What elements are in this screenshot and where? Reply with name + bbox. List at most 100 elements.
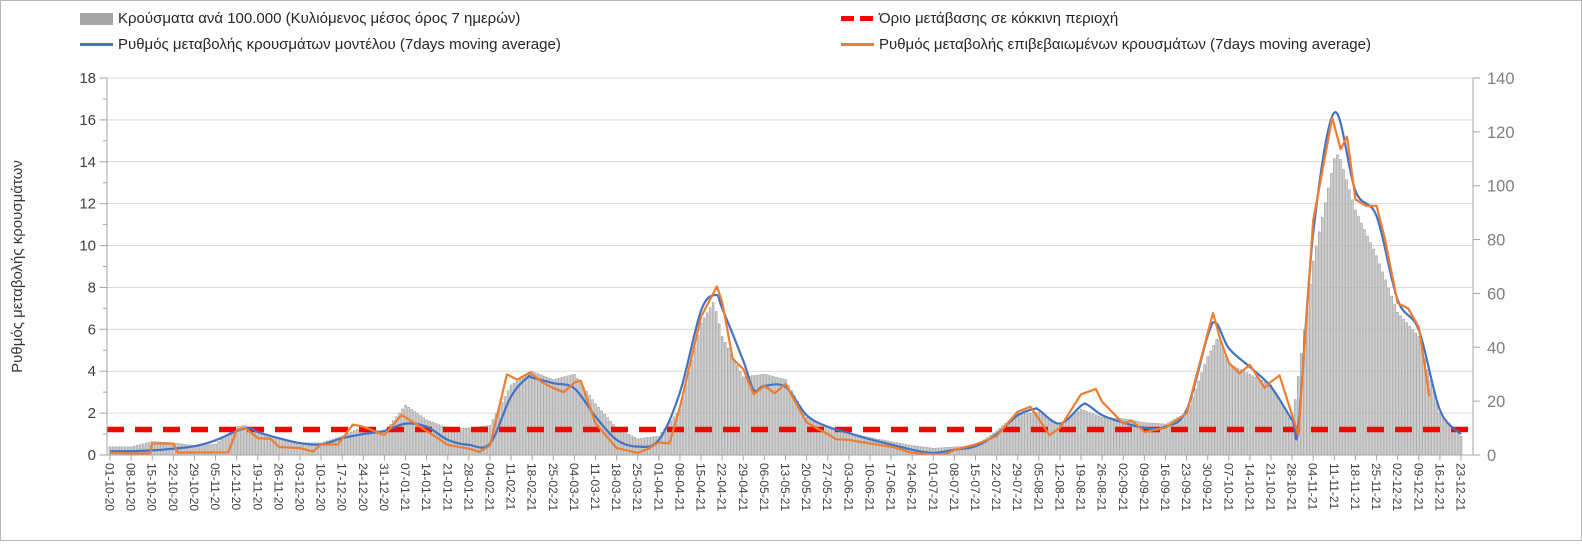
daily-bar bbox=[1263, 381, 1267, 456]
daily-bar bbox=[1284, 411, 1288, 456]
daily-bar bbox=[775, 377, 778, 456]
daily-bar bbox=[1113, 417, 1116, 456]
daily-bar bbox=[1399, 315, 1402, 456]
x-tick-label: 01-04-21 bbox=[651, 463, 665, 511]
legend-label-confirmed-rate: Ρυθμός μεταβολής επιβεβαιωμένων κρουσμάτ… bbox=[879, 36, 1371, 53]
daily-bar bbox=[1318, 231, 1321, 456]
daily-bar bbox=[1185, 412, 1188, 456]
x-tick-label: 04-02-21 bbox=[482, 463, 496, 511]
daily-bar bbox=[537, 373, 540, 456]
x-tick-label: 18-11-21 bbox=[1348, 463, 1362, 510]
x-tick-label: 07-10-21 bbox=[1221, 463, 1235, 511]
daily-bar bbox=[1390, 295, 1393, 456]
daily-bar bbox=[974, 446, 977, 456]
daily-bar bbox=[826, 426, 829, 456]
y-right-tick-label: 80 bbox=[1487, 232, 1505, 250]
x-tick-label: 26-11-20 bbox=[271, 463, 285, 510]
daily-bar bbox=[1375, 255, 1378, 456]
daily-bar bbox=[356, 429, 359, 456]
x-tick-label: 29-04-21 bbox=[736, 463, 750, 511]
x-tick-label: 11-02-21 bbox=[504, 463, 518, 510]
daily-bar bbox=[515, 380, 519, 456]
y-left-tick-label: 6 bbox=[88, 321, 96, 338]
daily-bar bbox=[859, 435, 863, 456]
daily-bar bbox=[353, 430, 356, 456]
daily-bar bbox=[1239, 369, 1243, 456]
daily-bar bbox=[540, 374, 543, 456]
daily-bar bbox=[714, 311, 718, 456]
x-tick-label: 24-06-21 bbox=[905, 463, 919, 511]
daily-bar bbox=[1351, 199, 1354, 456]
daily-bar bbox=[1022, 412, 1025, 456]
daily-bar bbox=[784, 379, 787, 456]
legend-item-model-rate[interactable]: Ρυθμός μεταβολής κρουσμάτων μοντέλου (7d… bbox=[80, 36, 561, 53]
x-tick-label: 03-06-21 bbox=[841, 463, 855, 511]
x-tick-label: 10-06-21 bbox=[862, 463, 876, 511]
daily-bar bbox=[730, 353, 733, 456]
x-tick-label: 22-10-20 bbox=[166, 463, 180, 511]
daily-bar bbox=[561, 377, 564, 456]
legend-label-threshold: Όριο μετάβασης σε κόκκινη περιοχή bbox=[879, 10, 1119, 27]
daily-bar bbox=[1109, 417, 1113, 456]
daily-bar bbox=[781, 378, 784, 456]
daily-bar bbox=[1254, 377, 1258, 456]
daily-bar bbox=[262, 433, 266, 456]
y-left-tick-label: 2 bbox=[88, 405, 96, 422]
daily-bar bbox=[1272, 390, 1276, 456]
x-tick-label: 01-07-21 bbox=[926, 463, 940, 511]
daily-bar bbox=[199, 444, 202, 456]
daily-bar bbox=[835, 429, 838, 456]
daily-bar bbox=[754, 375, 757, 456]
daily-bar bbox=[419, 415, 422, 456]
x-tick-label: 11-11-21 bbox=[1327, 463, 1341, 510]
x-tick-label: 04-11-21 bbox=[1306, 463, 1320, 510]
daily-bar bbox=[1106, 417, 1110, 456]
daily-bar bbox=[413, 411, 416, 456]
orange-line-icon bbox=[841, 43, 874, 46]
daily-bar bbox=[1040, 414, 1044, 456]
x-tick-label: 17-06-21 bbox=[884, 463, 898, 511]
daily-bar bbox=[609, 420, 612, 456]
y-left-tick-label: 18 bbox=[79, 70, 96, 87]
daily-bar bbox=[829, 427, 832, 456]
legend-item-threshold[interactable]: Όριο μετάβασης σε κόκκινη περιοχή bbox=[841, 10, 1118, 27]
x-tick-label: 11-03-21 bbox=[588, 463, 602, 510]
daily-bar bbox=[693, 347, 697, 456]
daily-bar bbox=[527, 373, 531, 456]
x-tick-label: 23-09-21 bbox=[1179, 463, 1193, 511]
daily-bar bbox=[1230, 364, 1234, 456]
x-tick-label: 25-03-21 bbox=[630, 463, 644, 511]
daily-bar bbox=[1007, 420, 1010, 456]
daily-bar bbox=[702, 317, 706, 456]
y-right-tick-label: 0 bbox=[1487, 447, 1496, 465]
x-tick-label: 03-12-20 bbox=[292, 463, 306, 511]
daily-bar bbox=[1275, 395, 1279, 456]
daily-bar bbox=[1064, 420, 1068, 456]
x-tick-label: 09-09-21 bbox=[1137, 463, 1151, 511]
daily-bar bbox=[530, 371, 534, 456]
daily-bar bbox=[464, 427, 468, 456]
daily-bar bbox=[733, 359, 736, 456]
x-tick-label: 07-01-21 bbox=[398, 463, 412, 511]
daily-bar bbox=[745, 376, 748, 456]
y-left-tick-label: 10 bbox=[79, 238, 96, 255]
legend-item-cases-per-100k[interactable]: Κρούσματα ανά 100.000 (Κυλιόμενος μέσος … bbox=[80, 10, 520, 27]
daily-bar bbox=[1357, 216, 1360, 456]
x-tick-label: 15-10-20 bbox=[145, 463, 159, 511]
x-tick-label: 02-12-21 bbox=[1390, 463, 1404, 511]
daily-bar bbox=[850, 433, 854, 456]
daily-bar bbox=[856, 434, 860, 456]
daily-bar bbox=[1321, 217, 1324, 456]
daily-bar bbox=[1309, 283, 1312, 456]
legend-item-confirmed-rate[interactable]: Ρυθμός μεταβολής επιβεβαιωμένων κρουσμάτ… bbox=[841, 36, 1371, 53]
daily-bar bbox=[407, 407, 410, 456]
daily-bar bbox=[1248, 373, 1252, 456]
daily-bar bbox=[1043, 415, 1047, 456]
daily-bar bbox=[787, 384, 790, 456]
x-tick-label: 18-02-21 bbox=[525, 463, 539, 511]
y-left-tick-label: 16 bbox=[79, 112, 96, 129]
daily-bar bbox=[1327, 187, 1330, 456]
daily-bar bbox=[739, 370, 742, 456]
x-tick-label: 12-08-21 bbox=[1052, 463, 1066, 511]
